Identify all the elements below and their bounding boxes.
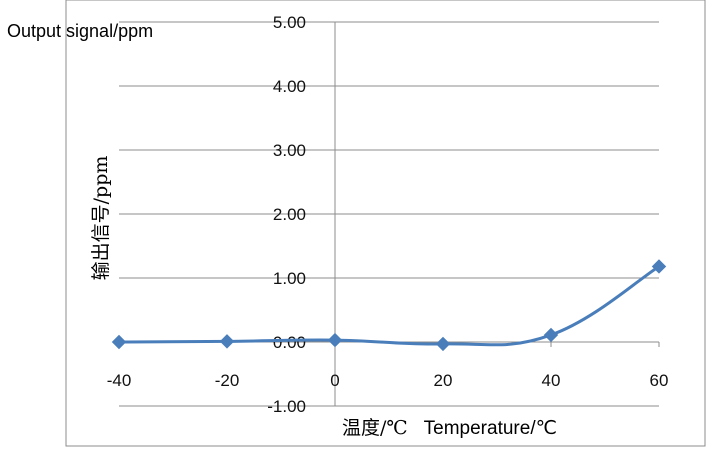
x-tick-label: -40 — [107, 371, 132, 390]
x-axis-label-cn: 温度/℃ — [342, 417, 408, 439]
x-tick-label: 40 — [542, 371, 561, 390]
x-tick-label: 0 — [330, 371, 339, 390]
y-tick-label: 1.00 — [273, 269, 306, 288]
series-line — [117, 264, 661, 347]
x-axis-label: 温度/℃ Temperature/℃ — [342, 413, 557, 440]
data-point-marker — [111, 334, 127, 350]
x-axis-label-en: Temperature/℃ — [423, 418, 557, 439]
y-tick-label: 2.00 — [273, 205, 306, 224]
y-tick-label: 4.00 — [273, 77, 306, 96]
x-tick-labels: -40 -20 0 20 40 60 — [107, 371, 669, 390]
y-tick-label: 0.00 — [273, 333, 306, 352]
y-axis-label: 输出信号/ppm — [90, 156, 112, 281]
x-tick-label: 20 — [434, 371, 453, 390]
data-point-marker — [435, 336, 451, 352]
data-point-marker — [327, 332, 343, 348]
y-tick-labels: -1.00 0.00 1.00 2.00 3.00 4.00 5.00 — [267, 13, 306, 416]
corner-label: Output signal/ppm — [7, 21, 154, 41]
y-tick-label: 3.00 — [273, 141, 306, 160]
x-tick-label: 60 — [650, 371, 669, 390]
plot-frame — [65, 0, 706, 447]
series-layer — [111, 259, 667, 352]
x-tick-label: -20 — [215, 371, 240, 390]
y-tick-label: 5.00 — [273, 13, 306, 32]
y-tick-label: -1.00 — [267, 397, 306, 416]
data-point-marker — [651, 259, 667, 274]
data-point-marker — [219, 334, 235, 349]
data-point-marker — [543, 327, 559, 343]
